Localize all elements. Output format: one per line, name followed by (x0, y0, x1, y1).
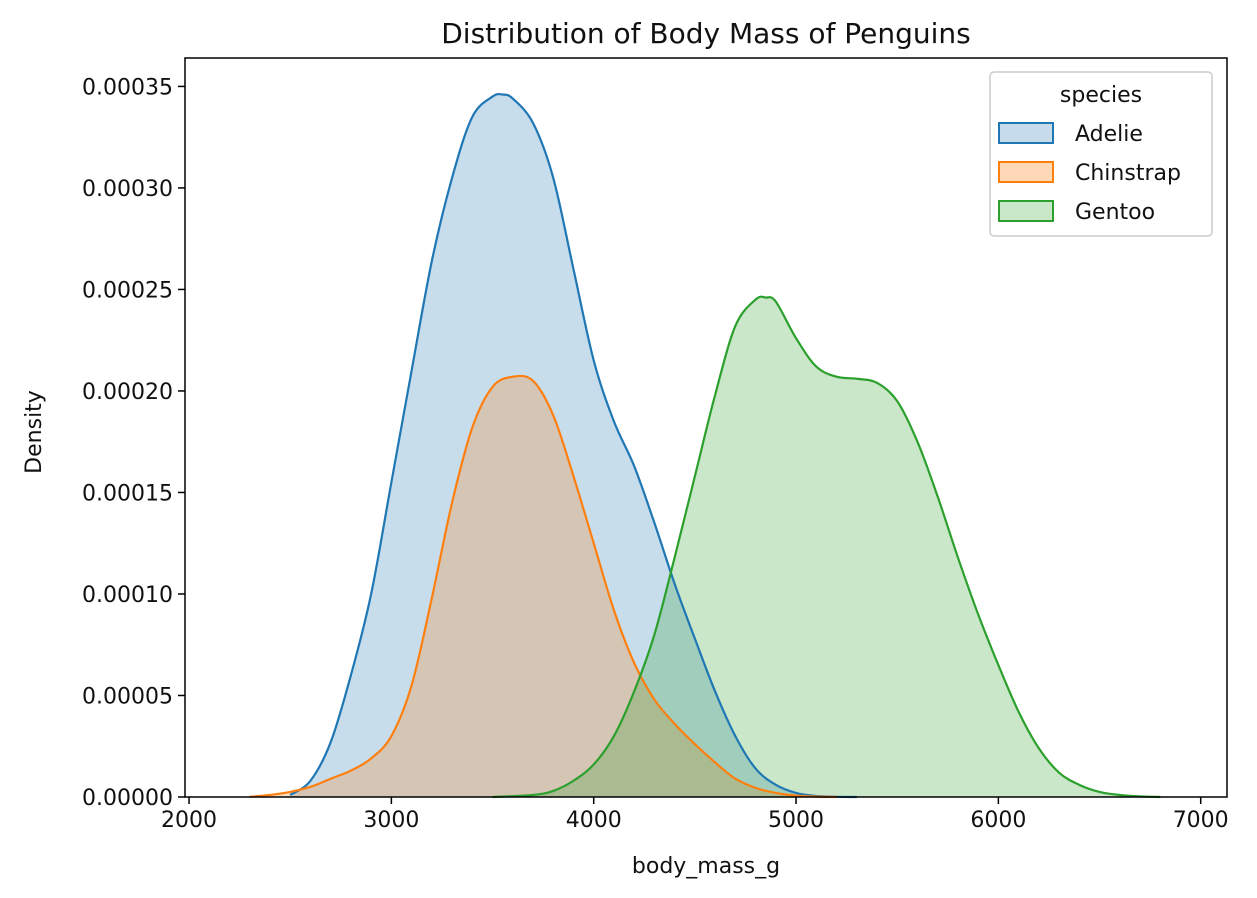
x-tick-label: 4000 (566, 808, 622, 833)
y-tick-label: 0.00035 (82, 75, 173, 100)
y-axis-ticks: 0.00000 0.00005 0.00010 0.00015 0.00020 0.000… (82, 75, 185, 811)
legend-swatch-gentoo (998, 200, 1054, 222)
area-adelie (290, 94, 857, 797)
line-gentoo (492, 295, 1161, 799)
x-tick-label: 5000 (768, 808, 824, 833)
x-tick-label: 6000 (970, 808, 1026, 833)
plot-frame (184, 57, 1228, 798)
legend-title: species (1060, 83, 1142, 108)
y-tick-label: 0.00025 (82, 278, 173, 303)
x-axis-label: body_mass_g (632, 854, 780, 879)
area-chinstrap (249, 375, 837, 797)
line-adelie (289, 92, 857, 799)
x-axis-ticks: 2000 3000 4000 5000 6000 7000 (161, 797, 1229, 833)
x-tick-label: 7000 (1173, 808, 1229, 833)
y-tick-label: 0.00005 (82, 684, 173, 709)
x-tick-label: 3000 (363, 808, 419, 833)
legend-label-chinstrap: Chinstrap (1075, 161, 1181, 186)
y-tick-label: 0.00030 (82, 177, 173, 202)
y-tick-label: 0.00015 (82, 481, 173, 506)
y-tick-label: 0.00020 (82, 380, 173, 405)
legend-swatch-adelie (998, 122, 1054, 144)
legend-label-gentoo: Gentoo (1075, 200, 1155, 225)
area-gentoo (492, 296, 1161, 797)
y-tick-label: 0.00010 (82, 583, 173, 608)
legend-box (989, 71, 1213, 237)
line-chinstrap (249, 374, 837, 799)
legend: species Adelie Chinstrap Gentoo (989, 71, 1213, 237)
density-lines (249, 92, 1161, 799)
chart-title: Distribution of Body Mass of Penguins (441, 17, 971, 50)
y-tick-label: 0.00000 (82, 786, 173, 811)
legend-swatch-chinstrap (998, 161, 1054, 183)
y-axis-label: Density (22, 390, 47, 474)
x-tick-label: 2000 (161, 808, 217, 833)
density-areas (249, 94, 1161, 797)
legend-label-adelie: Adelie (1075, 122, 1143, 147)
